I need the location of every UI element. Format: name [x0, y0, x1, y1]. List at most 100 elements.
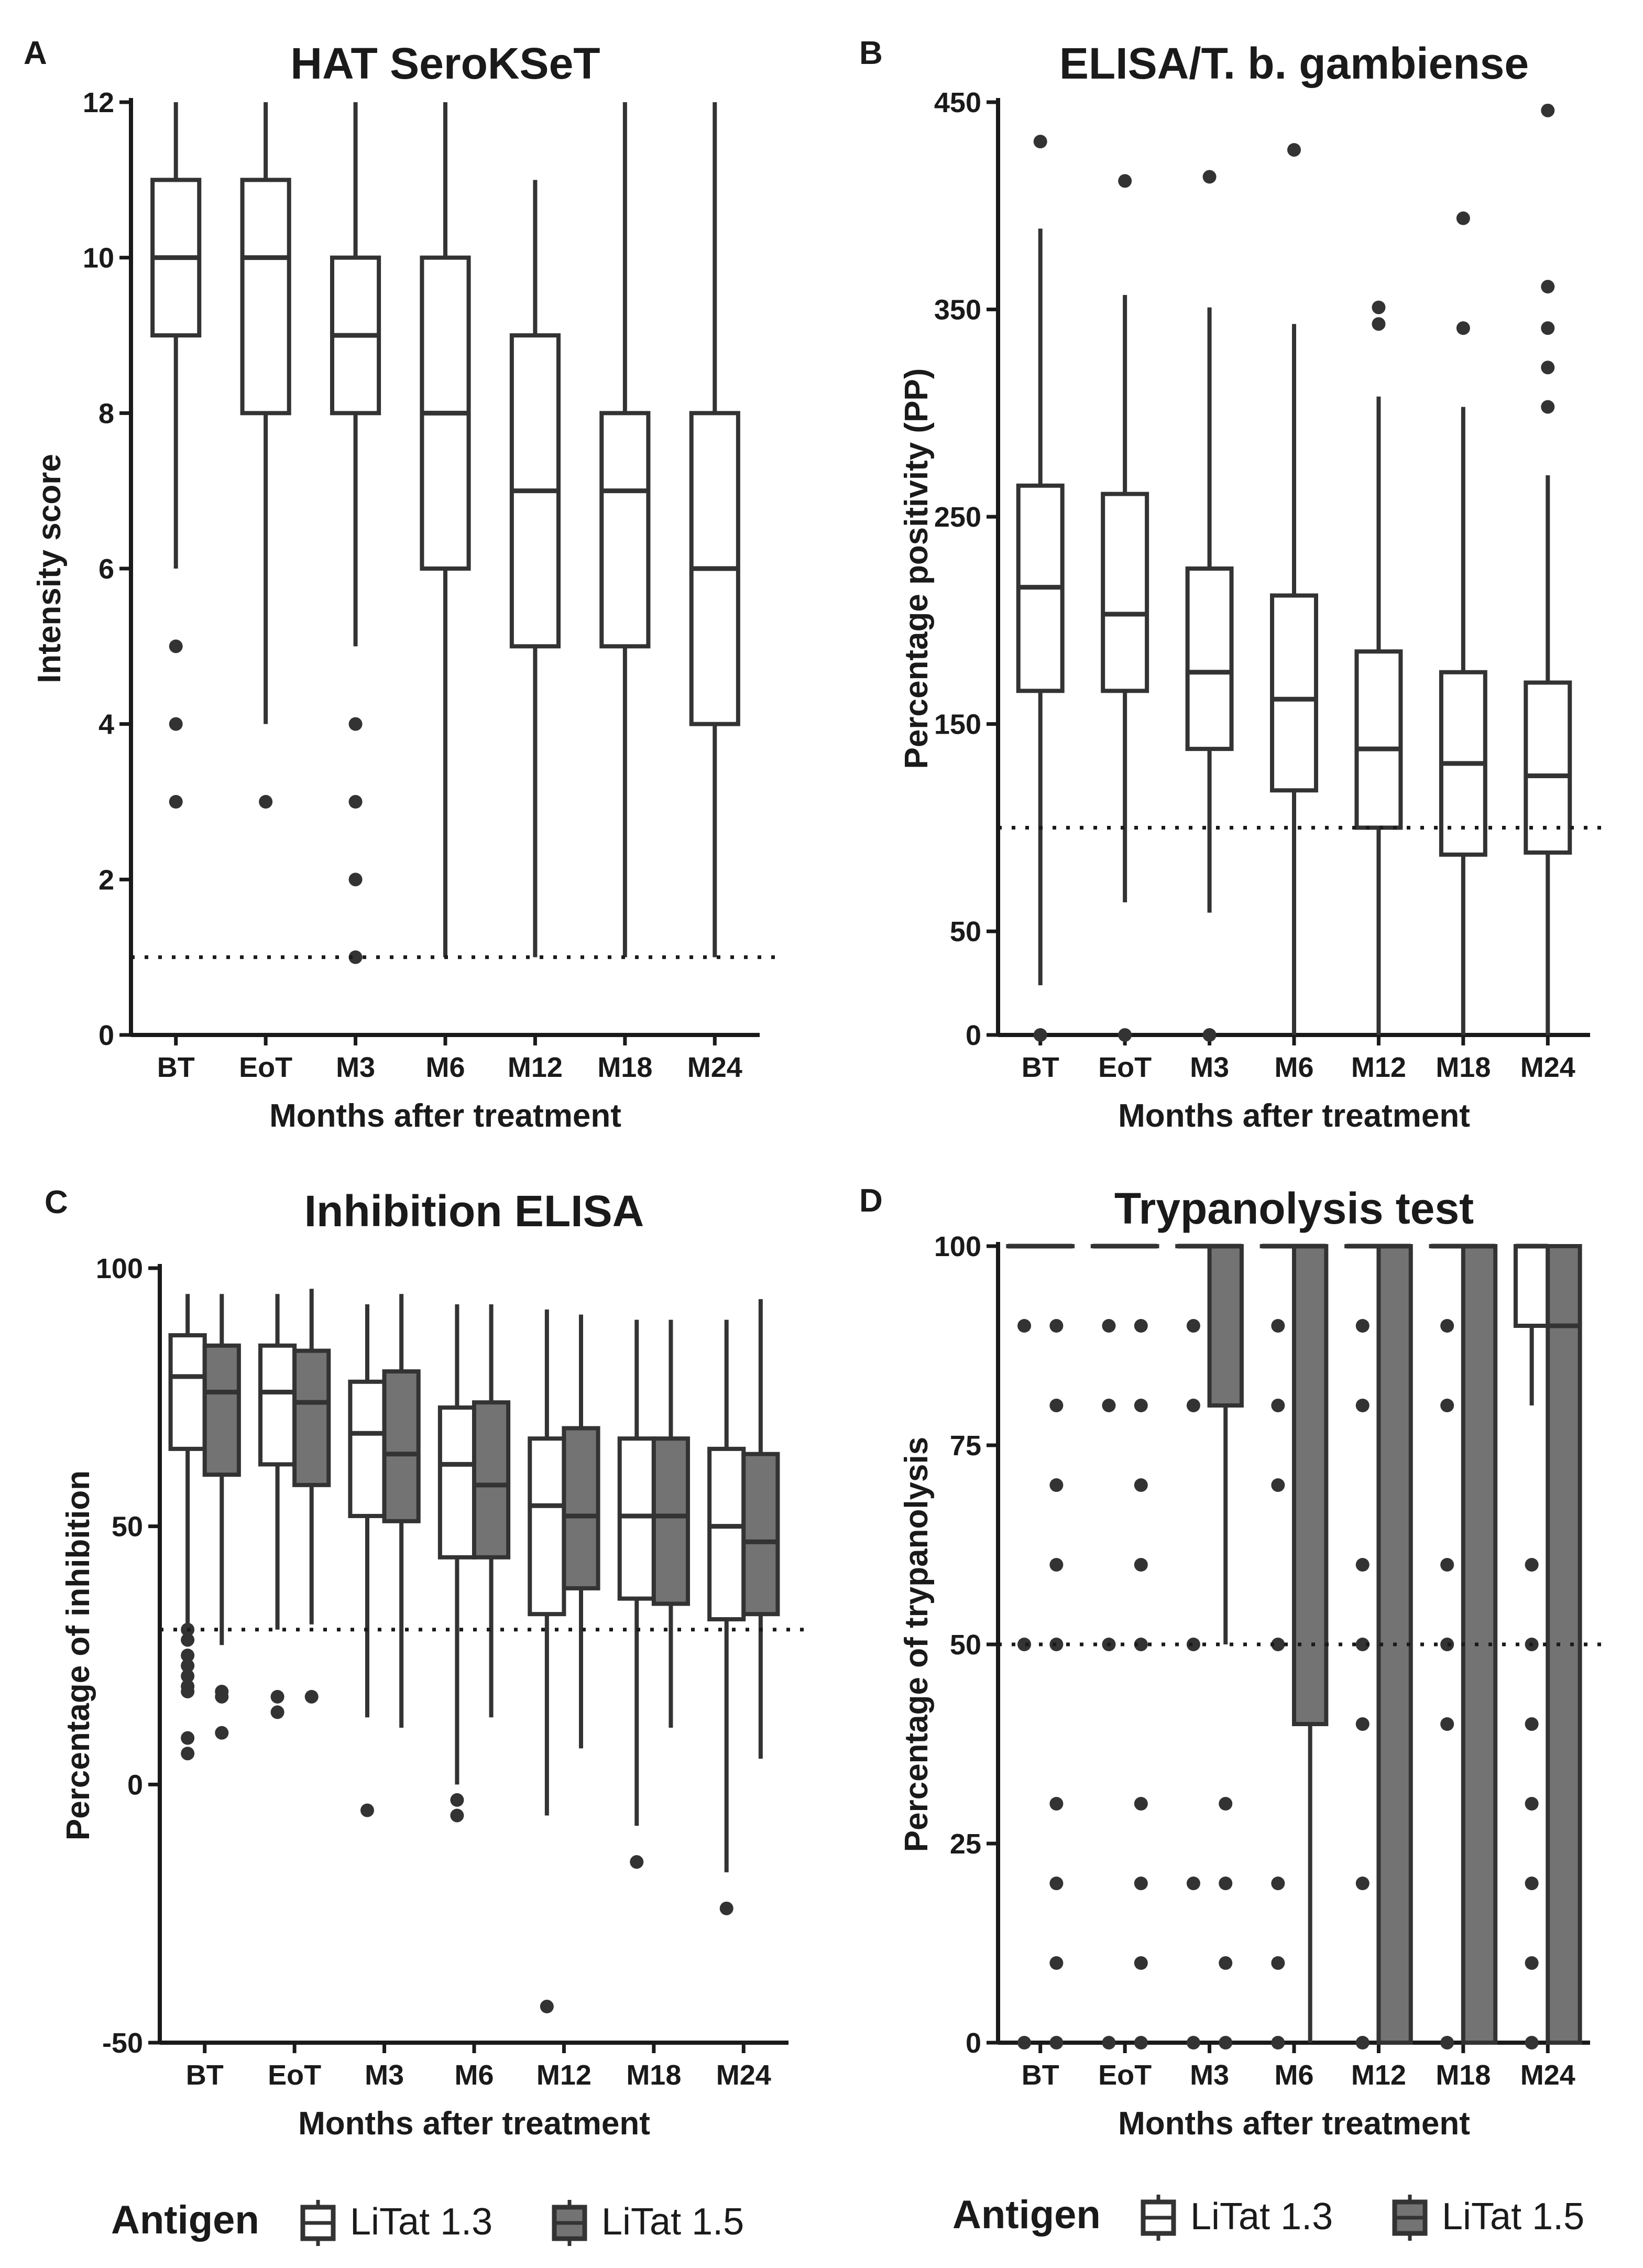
x-axis-label: Months after treatment: [1118, 2106, 1470, 2142]
y-tick-label: 250: [934, 501, 981, 533]
outlier-point: [270, 1689, 284, 1704]
y-tick-label: 12: [83, 87, 114, 118]
box-eot: [1090, 1244, 1127, 2049]
outlier-point: [1134, 1638, 1148, 1651]
outlier-point: [1102, 1399, 1116, 1412]
box-iqr: [1101, 492, 1149, 693]
x-tick-label: M3: [365, 2059, 404, 2091]
box-iqr: [258, 1343, 297, 1467]
outlier-point: [1049, 1638, 1064, 1651]
panel-title: Inhibition ELISA: [304, 1186, 644, 1236]
outlier-point: [1271, 1478, 1285, 1492]
box-iqr: [1270, 593, 1318, 793]
box-iqr: [562, 1426, 600, 1590]
x-tick-label: M24: [1520, 2059, 1575, 2091]
box-eot: [292, 1289, 331, 1704]
outlier-point: [1049, 1319, 1064, 1333]
x-tick-label: M18: [626, 2059, 681, 2091]
box-bt: [150, 102, 202, 809]
outlier-point: [540, 2000, 554, 2014]
x-tick-label: M12: [1351, 1052, 1406, 1083]
x-tick-label: M6: [454, 2059, 494, 2091]
box-iqr: [202, 1343, 241, 1477]
box-iqr: [1292, 1244, 1329, 1726]
y-tick-label: 0: [127, 1769, 143, 1801]
outlier-point: [348, 717, 363, 731]
box-m18: [1429, 1244, 1465, 2049]
series-all: [150, 102, 740, 964]
panel-c: C Inhibition ELISA -50 0 50 100 BT EoT M3 M6 M12 M1…: [45, 1184, 804, 2142]
panel-letter: A: [24, 35, 47, 71]
outlier-point: [1271, 2036, 1285, 2049]
outlier-point: [1049, 1558, 1064, 1572]
y-tick-label: 25: [950, 1828, 981, 1860]
outlier-point: [1134, 1558, 1148, 1572]
box-m12: [509, 180, 561, 957]
x-tick-label: M6: [1274, 2059, 1313, 2091]
y-tick-label: 50: [112, 1511, 143, 1543]
outlier-point: [1525, 1558, 1539, 1572]
x-tick-label: M18: [597, 1052, 652, 1083]
outlier-point: [1118, 1028, 1132, 1042]
outlier-point: [1287, 143, 1301, 157]
outlier-point: [270, 1705, 284, 1719]
outlier-point: [1033, 1028, 1047, 1042]
box-m18: [599, 102, 651, 957]
outlier-point: [1355, 1558, 1370, 1572]
outlier-point: [181, 1669, 195, 1683]
box-bt: [1016, 135, 1065, 1042]
y-tick-label: 6: [98, 553, 114, 585]
outlier-point: [1372, 300, 1386, 314]
outlier-point: [1049, 1478, 1064, 1492]
legend-right: Antigen LiTat 1.3 LiTat 1.5: [952, 2193, 1584, 2241]
outlier-point: [719, 1901, 733, 1915]
x-tick-label: M3: [1190, 1052, 1229, 1083]
outlier-point: [1271, 1399, 1285, 1412]
x-tick-label: BT: [1022, 1052, 1059, 1083]
box-m24: [1513, 1244, 1550, 2049]
box-iqr: [1207, 1244, 1244, 1408]
box-m6: [1292, 1244, 1329, 2043]
box-m12: [1344, 1244, 1381, 2049]
outlier-point: [1525, 1877, 1539, 1890]
outlier-point: [1355, 1638, 1370, 1651]
outlier-point: [1219, 1956, 1233, 1970]
outlier-point: [1541, 361, 1555, 375]
box-iqr: [1354, 649, 1403, 830]
outlier-point: [1541, 280, 1555, 294]
outlier-point: [1355, 1717, 1370, 1731]
box-m3: [382, 1294, 421, 1728]
panels: A HAT SeroKSeT 0 2 4 6 8 10 12 BT EoT M3 M6 M12 M18 M24…: [24, 35, 1606, 2142]
box-bt: [1038, 1244, 1075, 2049]
outlier-point: [348, 873, 363, 887]
outlier-point: [1102, 2036, 1116, 2049]
y-tick-label: 350: [934, 295, 981, 326]
outlier-point: [1049, 2036, 1064, 2049]
outlier-point: [1372, 317, 1386, 331]
series-litat-1-3: [1006, 1244, 1550, 2049]
outlier-point: [181, 1731, 195, 1745]
legend-label-litat-1-3: LiTat 1.3: [1190, 2196, 1333, 2238]
outlier-point: [1440, 1558, 1454, 1572]
x-tick-label: M18: [1436, 2059, 1491, 2091]
outlier-point: [181, 1684, 195, 1698]
x-tick-label: EoT: [1098, 1052, 1152, 1083]
panel-b: B ELISA/T. b. gambiense 0 50 150 250 350 450 BT E…: [859, 35, 1606, 1134]
box-iqr: [168, 1333, 207, 1451]
box-iqr: [1185, 566, 1234, 751]
box-iqr: [651, 1436, 691, 1606]
y-tick-label: 2: [98, 864, 114, 896]
legend-title: Antigen: [111, 2198, 259, 2242]
outlier-point: [1134, 1877, 1148, 1890]
outlier-point: [1440, 1399, 1454, 1412]
outlier-point: [1355, 1399, 1370, 1412]
outlier-point: [1440, 1638, 1454, 1651]
box-m24: [1546, 1244, 1582, 2045]
outlier-point: [1456, 211, 1470, 225]
outlier-point: [1134, 1399, 1148, 1412]
legend-label-litat-1-5: LiTat 1.5: [1442, 2196, 1584, 2238]
box-m12: [1354, 300, 1403, 1035]
outlier-point: [1186, 1638, 1200, 1651]
box-m6: [1259, 1244, 1297, 2049]
